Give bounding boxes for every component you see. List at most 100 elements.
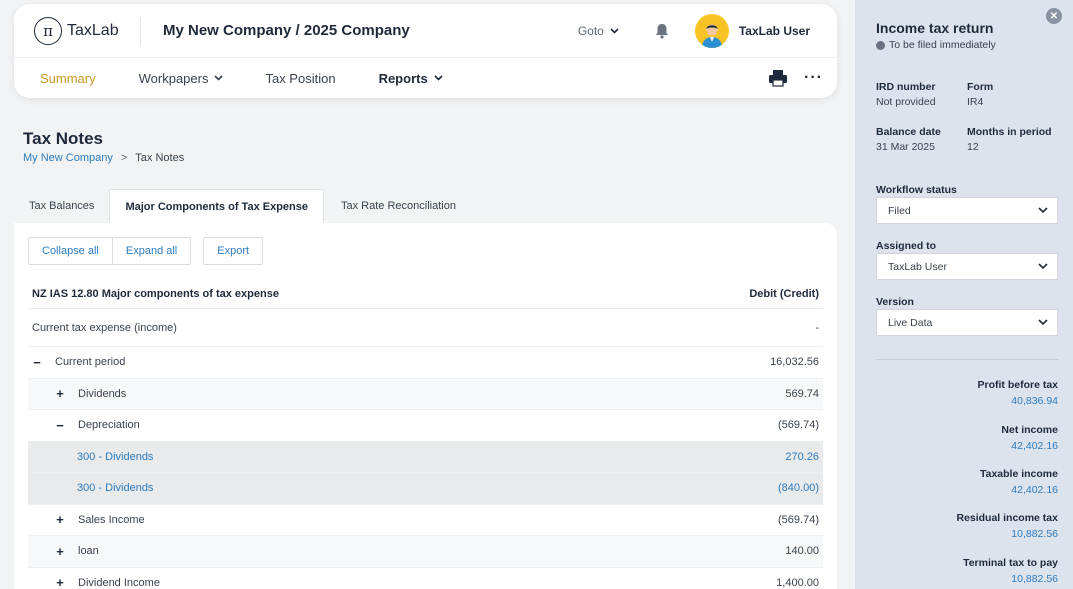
export-button[interactable]: Export	[203, 237, 264, 265]
nav-workpapers[interactable]: Workpapers	[139, 71, 224, 86]
row-label: loan	[78, 545, 99, 558]
table-row: + Dividend Income 1,400.00	[28, 567, 823, 589]
filing-status-text: To be filed immediately	[889, 39, 996, 51]
expand-toggle-icon[interactable]: +	[56, 543, 64, 559]
tax-expense-table: NZ IAS 12.80 Major components of tax exp…	[28, 279, 823, 589]
chevron-down-icon	[610, 27, 619, 34]
assigned-to-label: Assigned to	[876, 240, 937, 252]
header-top-bar: π TaxLab My New Company / 2025 Company G…	[14, 4, 837, 58]
nav-reports[interactable]: Reports	[379, 71, 443, 86]
panel-title: Income tax return	[876, 20, 994, 36]
collapse-toggle-icon[interactable]: −	[56, 417, 64, 433]
months-label: Months in period	[967, 126, 1052, 138]
metric-value[interactable]: 42,402.16	[1011, 484, 1058, 496]
panel-divider	[876, 359, 1058, 360]
balance-date-value: 31 Mar 2025	[876, 141, 935, 153]
account-link[interactable]: 300 - Dividends	[77, 482, 154, 495]
expand-all-button[interactable]: Expand all	[112, 237, 192, 265]
metric-value[interactable]: 42,402.16	[1011, 440, 1058, 452]
tab-tax-rate-reconciliation[interactable]: Tax Rate Reconciliation	[341, 200, 456, 212]
table-header-amount: Debit (Credit)	[749, 287, 819, 300]
workflow-status-value: Filed	[888, 204, 911, 217]
row-value: (569.74)	[778, 419, 819, 432]
assigned-to-select[interactable]: TaxLab User	[876, 253, 1058, 280]
table-row: + Sales Income (569.74)	[28, 504, 823, 536]
form-label: Form	[967, 81, 994, 93]
metric-value[interactable]: 40,836.94	[1011, 395, 1058, 407]
months-in-period: Months in period 12	[967, 126, 1052, 153]
chevron-down-icon	[1038, 263, 1048, 270]
expand-toggle-icon[interactable]: +	[56, 386, 64, 402]
panel-subtitle: To be filed immediately	[876, 39, 996, 51]
metric-residual-income-tax: Residual income tax 10,882.56	[956, 512, 1058, 540]
metric-profit-before-tax: Profit before tax 40,836.94	[977, 379, 1058, 407]
income-tax-return-panel: ✕ Income tax return To be filed immediat…	[855, 0, 1073, 589]
row-value: -	[815, 321, 819, 334]
form-value: IR4	[967, 96, 984, 108]
close-icon[interactable]: ✕	[1046, 8, 1062, 24]
taxlab-logo[interactable]: π TaxLab	[34, 16, 138, 45]
table-row: 300 - Dividends 270.26	[28, 441, 823, 473]
nav-summary[interactable]: Summary	[40, 71, 96, 86]
clock-icon	[876, 40, 885, 50]
company-title: My New Company / 2025 Company	[163, 22, 410, 39]
breadcrumb-company-link[interactable]: My New Company	[23, 152, 113, 164]
version-select[interactable]: Live Data	[876, 309, 1058, 336]
logo-text: TaxLab	[67, 21, 119, 39]
logo-divider	[140, 16, 141, 45]
metric-value[interactable]: 10,882.56	[1011, 573, 1058, 585]
metric-terminal-tax: Terminal tax to pay 10,882.56	[963, 557, 1058, 585]
row-value[interactable]: 270.26	[785, 450, 819, 463]
row-value[interactable]: (840.00)	[778, 482, 819, 495]
table-row: Current tax expense (income) -	[28, 309, 823, 347]
page-title: Tax Notes	[23, 129, 103, 148]
more-options-button[interactable]: ···	[804, 69, 823, 86]
table-header-title: NZ IAS 12.80 Major components of tax exp…	[32, 287, 279, 300]
user-name[interactable]: TaxLab User	[738, 23, 810, 38]
avatar[interactable]	[694, 13, 729, 48]
months-value: 12	[967, 141, 979, 153]
expand-toggle-icon[interactable]: +	[56, 512, 64, 528]
chevron-down-icon	[1038, 207, 1048, 214]
nav-workpapers-label: Workpapers	[138, 70, 209, 86]
metric-value[interactable]: 10,882.56	[1011, 528, 1058, 540]
balance-date: Balance date 31 Mar 2025	[876, 126, 941, 153]
chevron-down-icon	[434, 75, 443, 81]
workflow-status-select[interactable]: Filed	[876, 197, 1058, 224]
version-value: Live Data	[888, 316, 933, 329]
chevron-down-icon	[214, 75, 224, 81]
version-label: Version	[876, 296, 914, 308]
table-row: − Current period 16,032.56	[28, 347, 823, 379]
ird-number: IRD number Not provided	[876, 81, 936, 108]
bell-icon[interactable]	[653, 22, 671, 40]
row-label: Dividend Income	[78, 576, 160, 589]
chevron-down-icon	[1038, 319, 1048, 326]
toolbar: Collapse all Expand all Export	[28, 237, 264, 265]
metric-net-income: Net income 42,402.16	[1001, 424, 1058, 452]
row-value: 569.74	[785, 387, 819, 400]
goto-dropdown[interactable]: Goto	[578, 24, 619, 38]
print-icon[interactable]	[768, 69, 788, 87]
metric-label: Net income	[1001, 424, 1058, 436]
table-row: + Dividends 569.74	[28, 378, 823, 410]
breadcrumb-separator: >	[120, 152, 128, 164]
nav-tax-position[interactable]: Tax Position	[265, 71, 335, 86]
goto-label: Goto	[577, 23, 604, 38]
collapse-toggle-icon[interactable]: −	[33, 354, 41, 370]
row-label: Depreciation	[78, 419, 140, 432]
collapse-all-button[interactable]: Collapse all	[28, 237, 113, 265]
account-link[interactable]: 300 - Dividends	[77, 450, 154, 463]
tab-tax-balances[interactable]: Tax Balances	[29, 200, 95, 212]
tab-major-components[interactable]: Major Components of Tax Expense	[109, 189, 324, 223]
nav-tax-position-label: Tax Position	[265, 70, 336, 86]
app-header: π TaxLab My New Company / 2025 Company G…	[14, 4, 837, 98]
row-label: Dividends	[78, 387, 127, 400]
tab-bar: Tax Balances Major Components of Tax Exp…	[14, 189, 473, 223]
row-value: 16,032.56	[770, 356, 819, 369]
user-avatar-icon	[701, 24, 722, 48]
balance-date-label: Balance date	[876, 126, 941, 138]
main-nav: Summary Workpapers Tax Position Reports …	[14, 58, 837, 98]
expand-toggle-icon[interactable]: +	[56, 575, 64, 589]
table-row: − Depreciation (569.74)	[28, 410, 823, 442]
row-value: (569.74)	[778, 513, 819, 526]
